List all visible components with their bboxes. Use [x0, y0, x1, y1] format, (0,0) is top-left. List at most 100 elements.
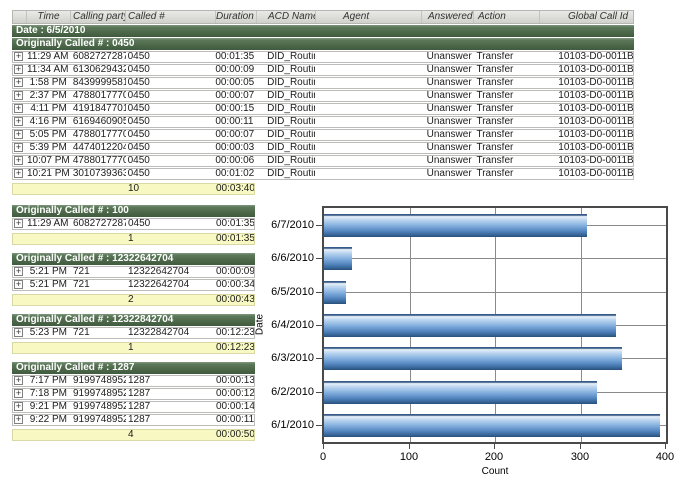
- expand-icon[interactable]: +: [14, 130, 23, 139]
- expand-icon[interactable]: +: [14, 376, 23, 385]
- cell-duration: 00:00:11: [215, 117, 254, 127]
- expand-cell: +: [13, 143, 27, 153]
- cell-agent: [315, 130, 421, 140]
- cell-duration: 00:00:34: [216, 280, 254, 290]
- expand-icon[interactable]: +: [14, 91, 23, 100]
- cell-time: 10:07 PM: [26, 156, 70, 166]
- expand-icon[interactable]: +: [14, 117, 23, 126]
- cell-called: 0450: [127, 143, 150, 153]
- date-group-header: Date : 6/5/2010: [12, 25, 634, 37]
- cell-calling-party: 721: [73, 280, 90, 290]
- expand-cell: +: [13, 91, 27, 101]
- cell-called: 0450: [127, 130, 150, 140]
- expand-icon[interactable]: +: [14, 389, 23, 398]
- cell-called: 12322642704: [128, 280, 190, 290]
- y-axis-tick: [316, 358, 322, 359]
- expand-icon[interactable]: +: [14, 52, 23, 61]
- expand-icon[interactable]: +: [14, 156, 23, 165]
- chart-bar-6-5-2010: [324, 281, 346, 304]
- cell-calling-party: 9199748952: [73, 389, 126, 399]
- cell-agent: [315, 65, 421, 75]
- cell-agent: [315, 169, 421, 179]
- cell-agent: [315, 143, 421, 153]
- expand-icon[interactable]: +: [14, 219, 23, 228]
- expand-cell: +: [13, 156, 27, 166]
- group-summary-row: 10 00:03:40: [12, 183, 255, 195]
- cell-answered: Unanswered: [426, 65, 473, 75]
- cell-action: Transfer: [476, 91, 514, 101]
- expand-icon[interactable]: +: [14, 143, 23, 152]
- cell-time: 1:58 PM: [29, 78, 67, 88]
- y-axis-tick: [316, 392, 322, 393]
- expand-cell: +: [13, 415, 27, 425]
- call-row: +5:21 PM 721 12322642704 00:00:09: [12, 266, 255, 278]
- report-group: Originally Called # : 12322842704 +5:23 P…: [12, 314, 255, 354]
- cell-called: 12322842704: [128, 328, 190, 338]
- chart-bar-6-1-2010: [324, 414, 660, 437]
- cell-acd-name: DID_Routing: [267, 91, 315, 101]
- cell-called: 0450: [128, 219, 151, 229]
- expand-cell: +: [13, 169, 27, 179]
- expand-icon[interactable]: +: [14, 402, 23, 411]
- expand-icon[interactable]: +: [14, 415, 23, 424]
- column-header-expand: [13, 11, 27, 23]
- cell-calling-party: 8439999581: [72, 78, 126, 88]
- cell-acd-name: DID_Routing: [267, 130, 315, 140]
- call-row: +10:21 PM 3010739363 0450 00:01:02 DID_Routi…: [12, 168, 634, 180]
- cell-acd-name: DID_Routing: [267, 104, 315, 114]
- cell-duration: 00:12:23: [216, 328, 254, 338]
- cell-time: 5:23 PM: [29, 328, 67, 338]
- cell-acd-name: DID_Routing: [267, 169, 315, 179]
- cell-time: 5:39 PM: [29, 143, 67, 153]
- cell-duration: 00:00:07: [215, 91, 255, 101]
- cell-agent: [315, 117, 421, 127]
- cell-action: Transfer: [476, 156, 514, 166]
- cell-answered: Unanswered: [426, 143, 473, 153]
- expand-icon[interactable]: +: [14, 267, 23, 276]
- expand-icon[interactable]: +: [14, 104, 23, 113]
- expand-cell: +: [13, 376, 27, 386]
- cell-acd-name: DID_Routing: [267, 143, 315, 153]
- expand-icon[interactable]: +: [14, 169, 23, 178]
- cell-answered: Unanswered: [426, 130, 473, 140]
- column-header-calling-party: Calling party #: [71, 11, 126, 23]
- y-axis-label-6-3-2010: 6/3/2010: [271, 352, 314, 364]
- call-row: +11:29 AM 6082727287 0450 00:01:35: [12, 218, 255, 230]
- cell-calling-party: 6169460905: [72, 117, 126, 127]
- cell-acd-name: DID_Routing: [267, 52, 315, 62]
- y-axis-tick: [316, 325, 322, 326]
- cell-action: Transfer: [476, 143, 514, 153]
- cell-agent: [315, 78, 421, 88]
- cell-calling-party: 4788017770: [72, 91, 126, 101]
- cell-time: 10:21 PM: [26, 169, 70, 179]
- cell-calling-party: 6130629432: [72, 65, 126, 75]
- cell-calling-party: 9199748952: [73, 376, 126, 386]
- cell-global-call-id: 10103-D0-0011B-768: [558, 52, 633, 62]
- expand-icon[interactable]: +: [14, 280, 23, 289]
- cell-acd-name: DID_Routing: [267, 117, 315, 127]
- cell-action: Transfer: [476, 117, 514, 127]
- call-row: +7:17 PM 9199748952 1287 00:00:13: [12, 375, 255, 387]
- cell-calling-party: 721: [73, 328, 90, 338]
- expand-icon[interactable]: +: [14, 65, 23, 74]
- cell-agent: [315, 91, 421, 101]
- expand-cell: +: [13, 402, 27, 412]
- expand-icon[interactable]: +: [14, 78, 23, 87]
- call-row: +11:29 AM 6082727287 0450 00:01:35 DID_Routi…: [12, 51, 634, 63]
- cell-called: 0450: [127, 52, 150, 62]
- subgroup-container: Originally Called # : 100 +11:29 AM 608272…: [12, 204, 255, 449]
- expand-icon[interactable]: +: [14, 328, 23, 337]
- cell-duration: 00:00:05: [215, 78, 255, 88]
- chart-plot-area: [322, 206, 668, 444]
- main-group-container: Originally Called # : 0450 +11:29 AM 60827…: [12, 38, 634, 195]
- cell-time: 9:22 PM: [29, 415, 67, 425]
- y-axis-label-6-7-2010: 6/7/2010: [271, 219, 314, 231]
- summary-count: 1: [128, 234, 134, 244]
- cell-called: 0450: [127, 78, 150, 88]
- x-axis-label-200: 200: [484, 451, 504, 463]
- cell-time: 11:34 AM: [26, 65, 69, 75]
- cell-duration: 00:00:06: [215, 156, 255, 166]
- expand-cell: +: [13, 52, 27, 62]
